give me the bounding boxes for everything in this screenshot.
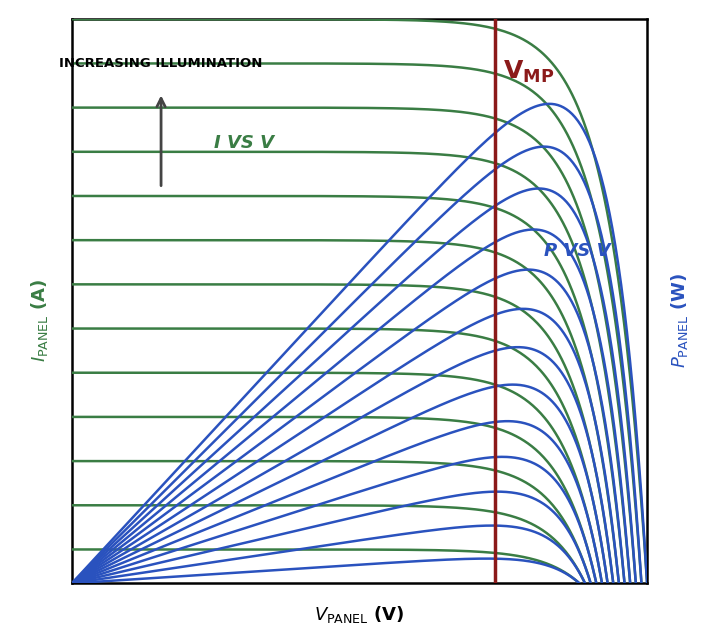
Text: $\mathbf{V_{MP}}$: $\mathbf{V_{MP}}$	[503, 59, 554, 85]
Text: P VS V: P VS V	[544, 242, 610, 260]
Text: INCREASING ILLUMINATION: INCREASING ILLUMINATION	[60, 57, 262, 70]
Text: $P_{\rm PANEL}$ (W): $P_{\rm PANEL}$ (W)	[669, 273, 690, 368]
Text: $I_{\rm PANEL}$ (A): $I_{\rm PANEL}$ (A)	[29, 279, 50, 362]
Text: $V_{\rm PANEL}$ (V): $V_{\rm PANEL}$ (V)	[314, 604, 405, 625]
Text: I VS V: I VS V	[214, 135, 275, 153]
